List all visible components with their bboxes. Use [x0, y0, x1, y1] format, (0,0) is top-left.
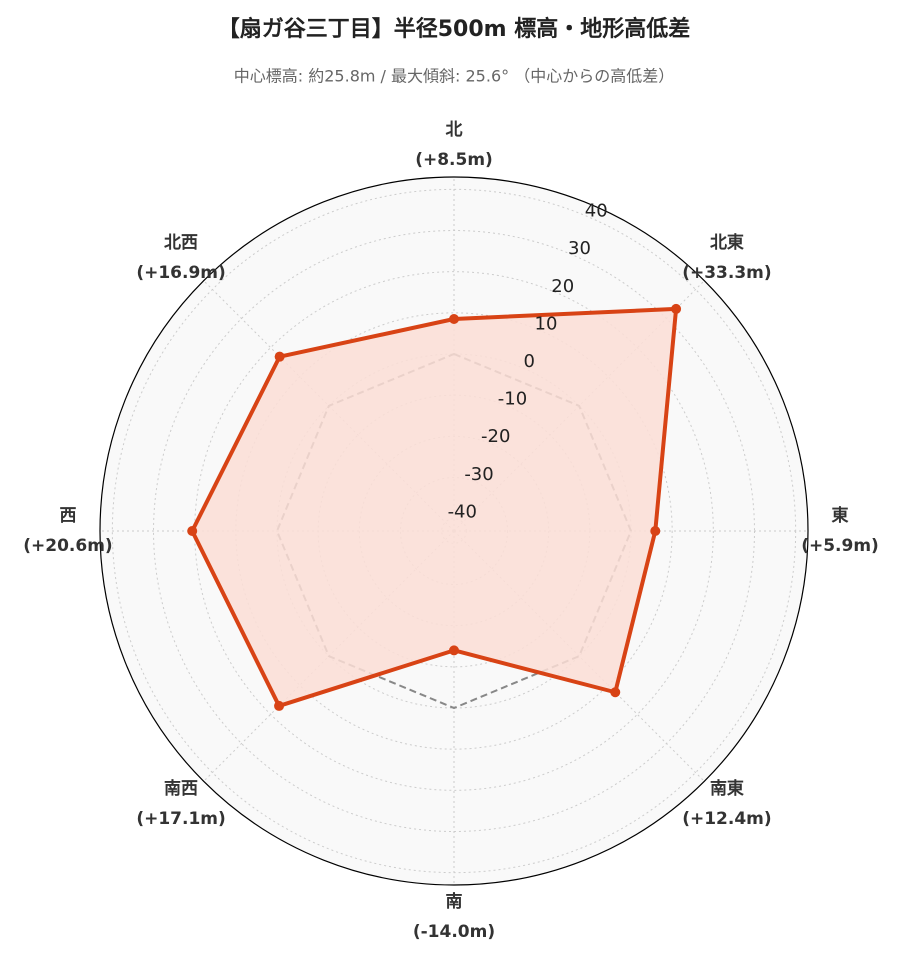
category-label: 南東	[710, 778, 744, 799]
data-point	[187, 526, 198, 536]
data-point	[449, 645, 459, 656]
r-tick-label: 0	[524, 351, 535, 372]
value-label: (+17.1m)	[136, 809, 225, 829]
r-tick-label: 20	[551, 276, 574, 297]
value-label: (+16.9m)	[136, 263, 225, 283]
plot-border	[99, 176, 809, 886]
r-tick-label: -40	[448, 501, 477, 522]
r-tick-label: 10	[535, 313, 558, 334]
r-tick-label: 40	[585, 201, 608, 222]
chart-title: 【扇ガ谷三丁目】半径500m 標高・地形高低差	[218, 16, 691, 42]
category-label: 南西	[164, 778, 198, 799]
value-label: (+12.4m)	[682, 809, 771, 829]
value-label: (+33.3m)	[682, 263, 771, 283]
category-label: 西	[60, 506, 77, 526]
r-tick-label: 30	[568, 238, 591, 259]
r-tick-label: -30	[464, 464, 493, 485]
value-label: (+20.6m)	[23, 536, 112, 556]
data-point	[274, 351, 285, 362]
r-tick-label: -10	[498, 389, 527, 410]
category-label: 南	[446, 891, 463, 912]
grid-circle	[194, 271, 714, 791]
category-label: 東	[832, 505, 849, 526]
data-point	[671, 303, 682, 314]
value-label: (-14.0m)	[413, 922, 495, 942]
chart-subtitle: 中心標高: 約25.8m / 最大傾斜: 25.6° （中心からの高低差）	[234, 67, 674, 86]
category-label: 北	[446, 120, 463, 140]
value-label: (+5.9m)	[801, 536, 879, 556]
data-point	[449, 314, 459, 325]
data-point	[274, 700, 285, 711]
r-tick-label: -20	[481, 426, 510, 447]
value-label: (+8.5m)	[415, 150, 493, 170]
data-point	[650, 526, 661, 536]
category-label: 北東	[710, 232, 744, 253]
data-point	[610, 687, 621, 698]
category-label: 北西	[164, 233, 198, 253]
